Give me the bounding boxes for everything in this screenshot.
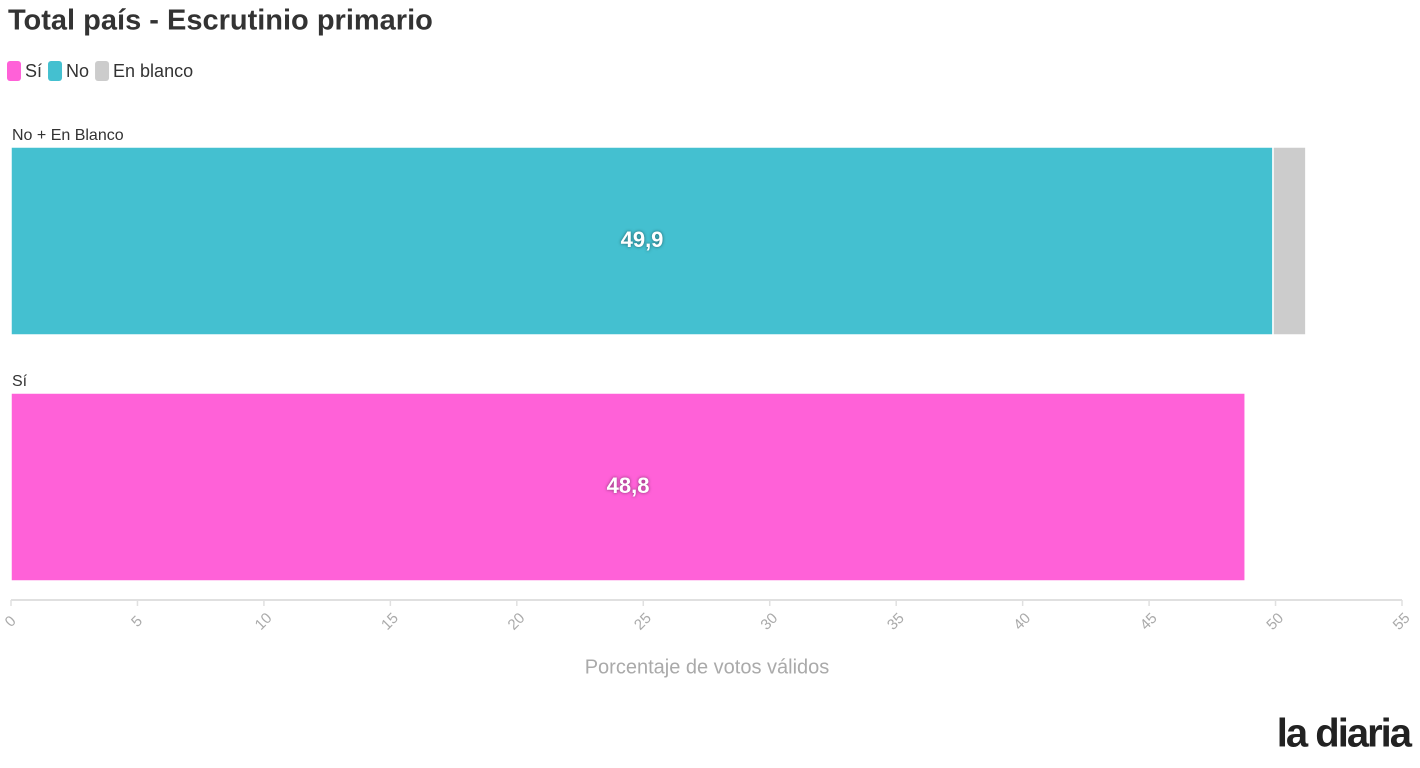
value-label: 49,9 [621,227,664,252]
bar-segment [10,146,1274,336]
legend-label: Sí [25,61,42,81]
x-tick-label: 40 [1010,610,1034,634]
bar-segment [1272,146,1307,336]
chart-title: Total país - Escrutinio primario [8,5,433,37]
x-tick-label: 30 [757,610,781,634]
category-label: No + En Blanco [12,127,124,144]
logo: la diaria [1277,712,1413,756]
x-tick-label: 0 [2,613,20,631]
value-label: 48,8 [607,473,650,498]
x-tick-label: 50 [1263,610,1287,634]
x-tick-label: 10 [252,610,276,634]
x-tick-label: 20 [505,610,529,634]
bar-segment [10,392,1246,582]
x-tick-label: 45 [1137,610,1161,634]
legend-swatch [7,61,21,81]
legend-swatch [48,61,63,81]
x-tick-label: 15 [378,610,402,634]
x-tick-label: 55 [1390,610,1414,634]
category-label: Sí [12,373,28,390]
legend-label: No [66,61,89,81]
x-axis-label: Porcentaje de votos válidos [585,656,830,678]
x-tick-label: 35 [884,610,908,634]
legend-swatch [95,61,110,81]
legend-label: En blanco [113,61,193,81]
x-tick-label: 5 [128,613,146,631]
x-tick-label: 25 [631,610,655,634]
